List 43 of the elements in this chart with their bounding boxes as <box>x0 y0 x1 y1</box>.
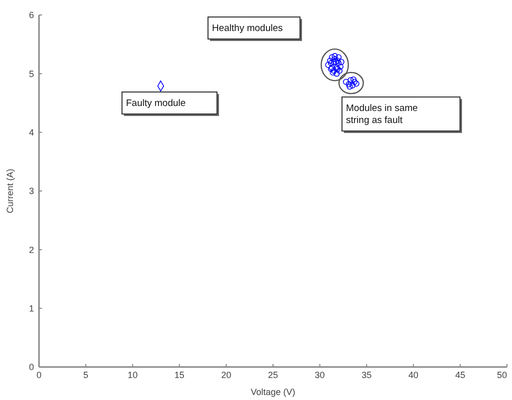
point <box>332 58 339 65</box>
x-tick-label: 40 <box>408 370 418 380</box>
point <box>327 58 334 64</box>
point <box>328 60 334 66</box>
point <box>334 58 341 64</box>
point <box>334 70 340 77</box>
point <box>337 64 344 70</box>
x-tick-label: 35 <box>362 370 372 380</box>
y-axis-title: Current (A) <box>5 168 15 214</box>
y-tick-label: 1 <box>28 303 34 314</box>
x-tick-label: 25 <box>268 370 278 380</box>
annotation: Healthy modules <box>212 23 284 34</box>
point <box>336 68 342 74</box>
point <box>330 58 337 65</box>
y-tick-label: 5 <box>28 68 34 79</box>
point <box>332 56 338 62</box>
point <box>353 80 360 87</box>
x-tick-label: 10 <box>128 370 138 380</box>
x-tick-label: 15 <box>174 370 184 380</box>
y-tick-label: 4 <box>28 127 34 138</box>
y-tick-label: 0 <box>28 362 34 372</box>
point <box>346 84 353 90</box>
point <box>342 78 350 85</box>
point <box>335 60 342 66</box>
point <box>338 58 344 65</box>
point <box>330 69 336 76</box>
point <box>330 68 337 74</box>
x-tick-label: 0 <box>36 370 42 380</box>
y-tick-label: 2 <box>28 244 34 255</box>
point <box>325 62 332 68</box>
point <box>332 53 338 60</box>
point <box>328 54 336 60</box>
y-tick-label: 6 <box>28 10 34 20</box>
point <box>335 54 342 60</box>
x-tick-label: 20 <box>221 370 232 380</box>
annotation: Modules in same string as fault <box>346 103 418 126</box>
x-axis-title: Voltage (V) <box>250 387 296 397</box>
x-tick-label: 45 <box>455 370 466 380</box>
y-tick-label: 3 <box>28 186 34 196</box>
x-tick-label: 5 <box>83 370 88 380</box>
annotation: Faulty module <box>126 98 186 109</box>
x-tick-label: 50 <box>496 370 507 380</box>
x-tick-label: 30 <box>314 370 325 380</box>
